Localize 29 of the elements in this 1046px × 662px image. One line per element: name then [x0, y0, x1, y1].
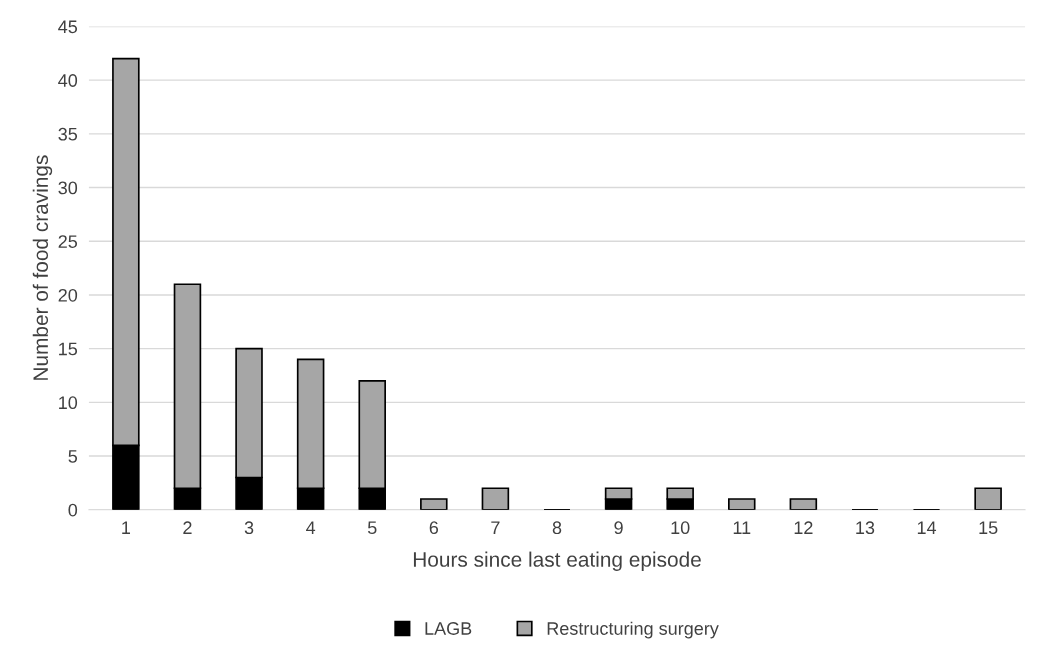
- x-tick-label: 1: [122, 521, 130, 534]
- x-tick-label: 8: [552, 521, 562, 535]
- y-tick-label: 0: [68, 503, 78, 517]
- x-tick-label: 4: [306, 521, 316, 534]
- y-tick-label: 5: [68, 450, 78, 463]
- x-axis-title: Hours since last eating episode: [413, 551, 701, 571]
- x-tick-label: 2: [183, 521, 192, 534]
- y-tick-label: 40: [58, 74, 78, 87]
- x-tick-label: 13: [856, 521, 875, 535]
- x-tick-label: 7: [491, 521, 500, 534]
- x-tick-label: 9: [614, 521, 623, 535]
- y-tick-label: 10: [59, 396, 78, 410]
- y-tick-label: 15: [59, 342, 78, 356]
- x-tick-label: 10: [671, 521, 690, 535]
- y-tick-label: 25: [58, 235, 78, 248]
- x-tick-label: 6: [429, 521, 439, 535]
- y-tick-label: 30: [58, 181, 78, 195]
- x-tick-label: 11: [733, 521, 751, 534]
- x-tick-label: 5: [367, 521, 377, 535]
- legend-label: LAGB: [425, 622, 472, 635]
- y-tick-label: 20: [58, 288, 78, 302]
- x-tick-label: 3: [244, 521, 254, 535]
- legend-label: Restructuring surgery: [547, 621, 719, 639]
- x-tick-label: 12: [794, 521, 813, 534]
- y-tick-label: 45: [58, 20, 78, 34]
- x-tick-label: 15: [979, 521, 998, 535]
- y-tick-label: 35: [58, 127, 78, 141]
- x-tick-label: 14: [917, 521, 937, 534]
- y-axis-title: Number of food cravings: [32, 155, 53, 380]
